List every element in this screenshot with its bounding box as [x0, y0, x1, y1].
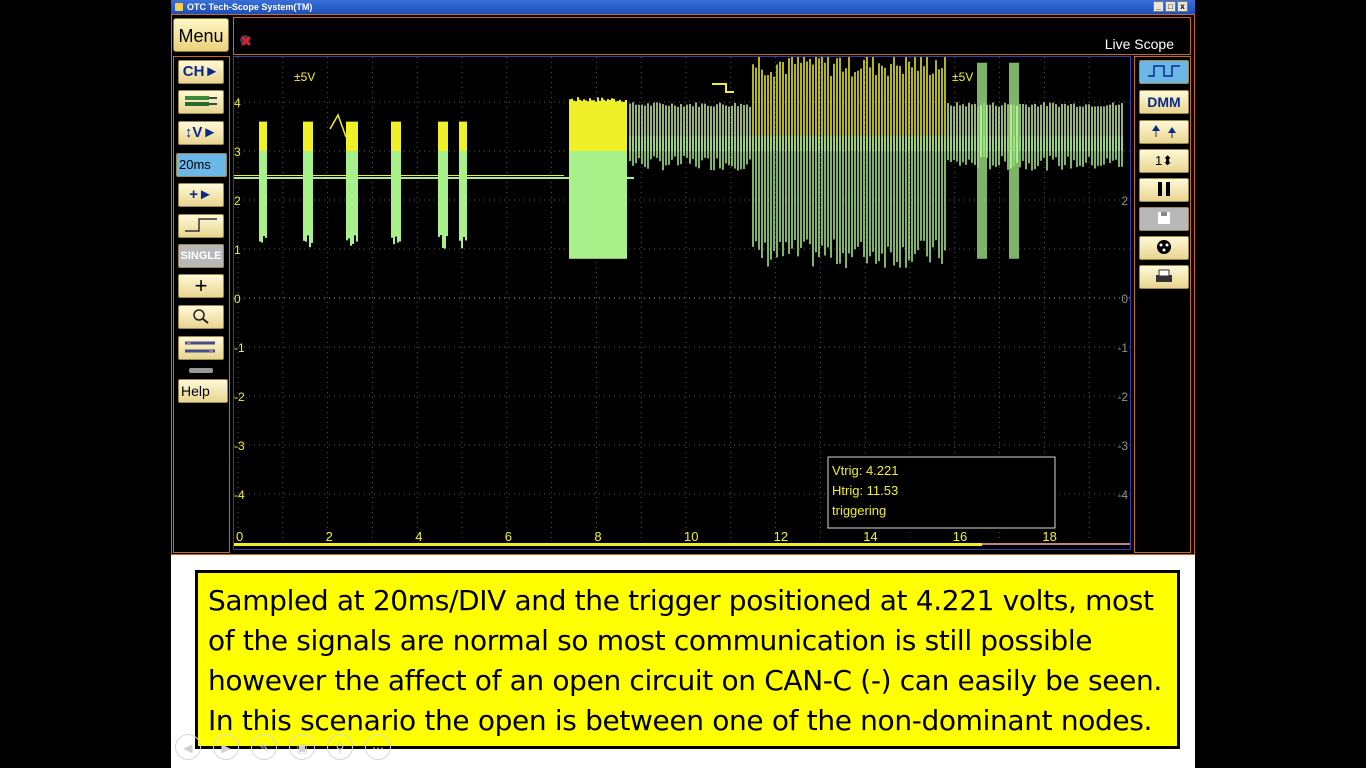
slide-caption: Sampled at 20ms/DIV and the trigger posi… — [195, 570, 1180, 749]
save-button[interactable] — [1139, 207, 1189, 231]
y-tick-label-right: 0 — [1121, 292, 1128, 306]
y-tick-label: -1 — [234, 341, 245, 355]
slide: OTC Tech-Scope System(TM) _ □ x Menu Liv… — [171, 0, 1195, 768]
x-tick-label: 10 — [684, 529, 698, 544]
y-tick-label: -3 — [234, 439, 245, 453]
dmm-button[interactable]: DMM — [1139, 90, 1189, 114]
x-tick-label: 18 — [1042, 529, 1056, 544]
disconnect-icon[interactable] — [238, 32, 254, 48]
zoom-button[interactable] — [178, 305, 224, 329]
title-bar: OTC Tech-Scope System(TM) _ □ x — [171, 0, 1195, 14]
voltage-button[interactable]: ↕V► — [178, 121, 224, 145]
magnifier-icon — [193, 309, 209, 324]
info-status: triggering — [832, 503, 886, 518]
x-tick-label: 6 — [505, 529, 512, 544]
window-title: OTC Tech-Scope System(TM) — [187, 2, 313, 12]
menu-button[interactable]: Menu — [173, 18, 229, 52]
record-progress-bar — [234, 543, 982, 546]
y-tick-label-right: -4 — [1117, 488, 1128, 502]
maximize-button[interactable]: □ — [1165, 1, 1176, 12]
y-tick-label: 4 — [234, 96, 241, 110]
range-label-left: ±5V — [294, 70, 315, 84]
scope-mode-button[interactable] — [1139, 60, 1189, 84]
close-window-button[interactable]: x — [1177, 1, 1188, 12]
info-htrig: Htrig: 11.53 — [832, 483, 898, 498]
add-button[interactable]: + — [178, 274, 224, 298]
status-bar: Live Scope — [233, 17, 1191, 55]
y-tick-label-right: -1 — [1117, 341, 1128, 355]
tools-button[interactable] — [178, 336, 224, 360]
y-tick-label: 2 — [234, 194, 241, 208]
y-tick-label-right: 2 — [1121, 194, 1128, 208]
x-tick-label: 4 — [415, 529, 422, 544]
y-tick-label: -4 — [234, 488, 245, 502]
cursors-button[interactable] — [1139, 120, 1189, 144]
x-tick-label: 2 — [326, 529, 333, 544]
probe-button[interactable] — [178, 90, 224, 114]
scope-window: OTC Tech-Scope System(TM) _ □ x Menu Liv… — [171, 0, 1195, 555]
single-button[interactable]: SINGLE — [178, 244, 224, 268]
scope-display: 4 3 2 1 0 -1 -2 -3 -4 2 0 -1 -2 -3 -4 0 2 4 6 8 10 12 14 16 18 ±5… — [233, 56, 1131, 550]
tools-icon — [185, 341, 215, 353]
channel-select-button[interactable]: 1⬍ — [1139, 149, 1189, 173]
more-icon[interactable]: ⋯ — [365, 734, 391, 760]
film-reel-icon — [1157, 240, 1171, 254]
channel-button[interactable]: CH► — [178, 60, 224, 84]
mode-label: Live Scope — [1104, 36, 1174, 52]
y-tick-label: 3 — [234, 145, 241, 159]
trigger-marker — [712, 83, 734, 93]
x-tick-label: 16 — [953, 529, 967, 544]
cursors-icon — [1152, 125, 1176, 138]
help-button[interactable]: Help — [178, 379, 228, 403]
pause-button[interactable] — [1139, 178, 1189, 202]
info-vtrig: Vtrig: 4.221 — [832, 463, 899, 478]
x-tick-label: 0 — [236, 529, 243, 544]
y-tick-label: 1 — [234, 243, 241, 257]
y-tick-label-right: -3 — [1117, 439, 1128, 453]
x-tick-label: 12 — [774, 529, 788, 544]
play-icon[interactable]: ▶ — [213, 734, 239, 760]
x-tick-label: 14 — [863, 529, 877, 544]
timebase-button[interactable]: 20ms — [176, 153, 227, 177]
print-button[interactable] — [1139, 265, 1189, 289]
record-button[interactable] — [1139, 236, 1189, 260]
divider — [189, 368, 213, 373]
record-progress-rest — [982, 543, 1130, 545]
info-box-frame — [827, 456, 1056, 529]
x-tick-label: 8 — [594, 529, 601, 544]
right-toolbar: DMM 1⬍ — [1134, 56, 1191, 553]
pen-icon[interactable]: ✎ — [251, 734, 277, 760]
y-tick-label-right: -2 — [1117, 390, 1128, 404]
range-label-right: ±5V — [952, 70, 973, 84]
pause-icon — [1158, 182, 1170, 196]
trigger-info-box: Vtrig: 4.221 Htrig: 11.53 triggering — [827, 456, 1056, 529]
slides-icon[interactable]: ▣ — [289, 734, 315, 760]
zoom-icon[interactable]: ⚲ — [327, 734, 353, 760]
probe-icon — [185, 96, 217, 106]
left-toolbar: CH► ↕V► 20ms +► SINGLE + Help — [173, 56, 230, 553]
app-frame — [171, 14, 1195, 555]
app-icon — [175, 3, 183, 11]
trigger-edge-icon — [185, 218, 217, 232]
printer-icon — [1156, 269, 1172, 282]
square-wave-icon — [1148, 65, 1180, 77]
floppy-icon — [1158, 212, 1170, 224]
back-icon[interactable]: ◀ — [175, 734, 201, 760]
trigger-button[interactable] — [178, 214, 224, 238]
offset-button[interactable]: +► — [178, 183, 224, 207]
glitch-mark — [329, 113, 347, 138]
y-tick-label: 0 — [234, 292, 241, 306]
minimize-button[interactable]: _ — [1153, 1, 1164, 12]
y-tick-label: -2 — [234, 390, 245, 404]
